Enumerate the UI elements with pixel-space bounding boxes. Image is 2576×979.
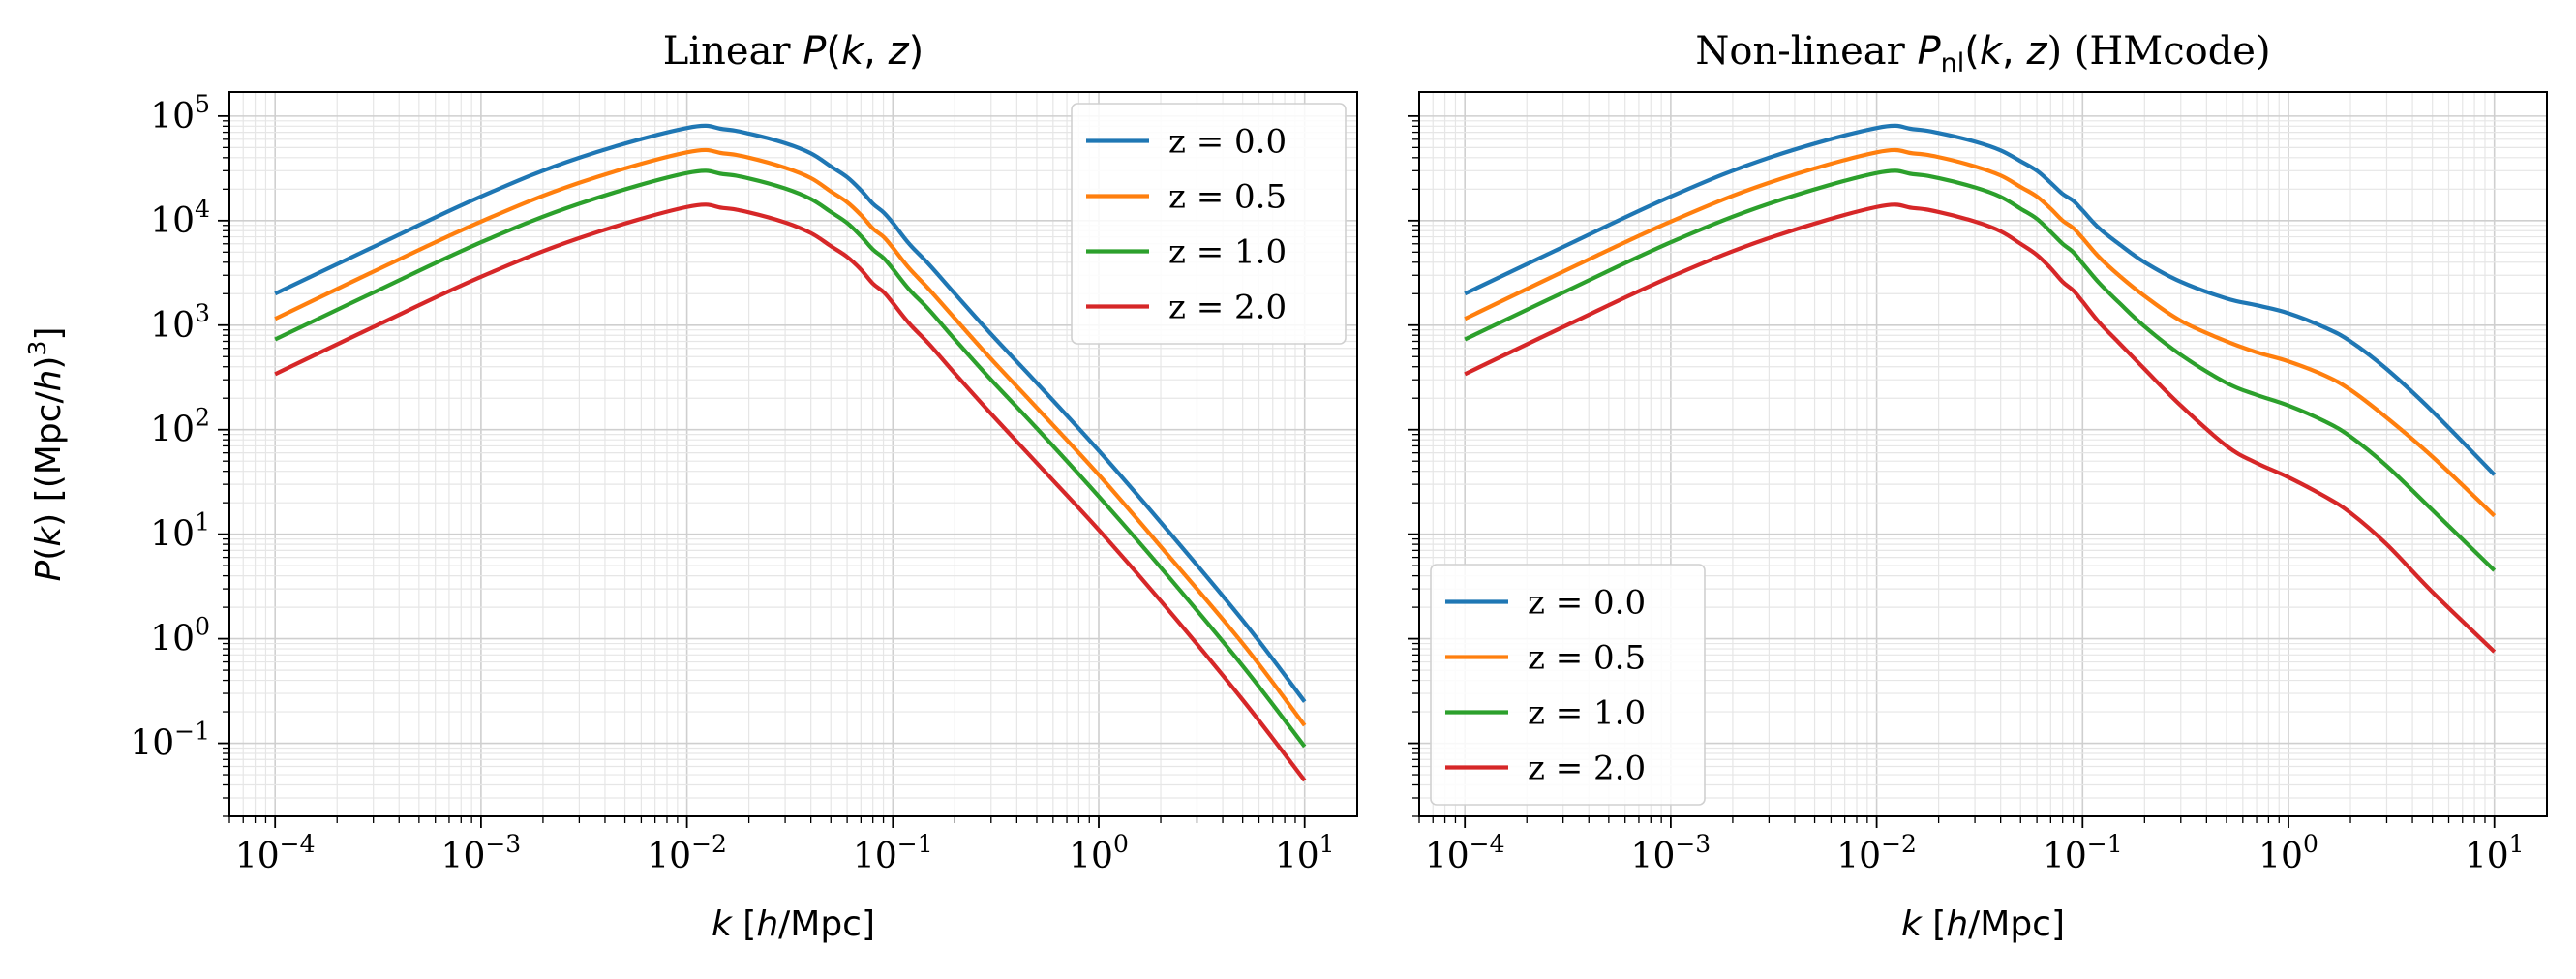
x-tick-label: 10−3 (441, 830, 522, 876)
legend-box (1430, 564, 1706, 806)
y-tick-label: 101 (150, 508, 210, 555)
y-tick-label: 10−1 (130, 718, 210, 764)
legend-item: z = 0.0 (1445, 584, 1646, 623)
legend-label: z = 0.5 (1168, 178, 1287, 217)
y-tick-label: 105 (150, 90, 210, 137)
x-tick-label: 10−4 (235, 830, 316, 876)
chart-title: Non-linear Pnl(k, z) (HMcode) (1695, 29, 2270, 78)
x-axis-label: k [h/Mpc] (712, 904, 875, 944)
legend-item: z = 2.0 (1445, 750, 1646, 788)
series-line-1 (1464, 147, 2497, 518)
x-tick-label: 100 (1069, 830, 1129, 876)
axes-frame (228, 91, 1358, 817)
legend-item: z = 0.5 (1086, 178, 1287, 217)
series-line-3 (274, 202, 1307, 782)
y-axis-label: P(k) [(Mpc/h)3] (23, 327, 69, 582)
x-tick-label: 10−2 (647, 830, 727, 876)
x-tick-label: 10−3 (1631, 830, 1712, 876)
legend-box (1071, 103, 1347, 345)
legend: z = 0.0 z = 0.5 z = 1.0 z = 2.0 (1071, 103, 1347, 345)
x-axis: 10−4 10−3 10−2 10−1 100 101 (1418, 816, 2525, 876)
x-tick-label: 10−1 (853, 830, 933, 876)
legend-item: z = 1.0 (1086, 233, 1287, 272)
x-tick-label: 101 (2465, 830, 2525, 876)
linear-power-spectrum-panel: 10−4 10−3 10−2 10−1 100 10110−110010110210310… (23, 29, 1358, 944)
y-tick-label: 104 (150, 195, 210, 241)
series-line-2 (1464, 168, 2497, 572)
series-lines (274, 123, 1307, 782)
legend-label: z = 0.0 (1168, 123, 1287, 162)
legend-label: z = 2.0 (1528, 750, 1646, 788)
x-tick-label: 10−4 (1425, 830, 1505, 876)
series-line-0 (274, 123, 1307, 703)
legend-item: z = 1.0 (1445, 694, 1646, 733)
y-tick-label: 102 (150, 404, 210, 450)
legend-label: z = 0.0 (1528, 584, 1646, 623)
legend: z = 0.0 z = 0.5 z = 1.0 z = 2.0 (1430, 564, 1706, 806)
y-tick-label: 100 (150, 613, 210, 659)
series-line-2 (274, 168, 1307, 749)
y-axis: 10−1 100 101 102 103 104 105 (130, 90, 229, 817)
chart-title: Linear P(k, z) (663, 29, 924, 74)
legend-item: z = 2.0 (1086, 289, 1287, 327)
legend-label: z = 1.0 (1168, 233, 1287, 272)
legend-label: z = 0.5 (1528, 639, 1646, 678)
nonlinear-power-spectrum-panel: 10−4 10−3 10−2 10−1 100 101 Non-linear Pnl(k, … (1408, 29, 2548, 944)
series-lines (1464, 123, 2497, 654)
axes-frame (1418, 91, 2548, 817)
legend-label: z = 1.0 (1528, 694, 1646, 733)
series-line-1 (274, 147, 1307, 727)
series-line-0 (1464, 123, 2497, 476)
x-axis: 10−4 10−3 10−2 10−1 100 101 (228, 816, 1335, 876)
x-tick-label: 10−1 (2043, 830, 2123, 876)
legend-item: z = 0.5 (1445, 639, 1646, 678)
x-tick-label: 100 (2258, 830, 2318, 876)
series-line-3 (1464, 202, 2497, 654)
x-tick-label: 101 (1275, 830, 1335, 876)
y-tick-label: 103 (150, 299, 210, 346)
legend-item: z = 0.0 (1086, 123, 1287, 162)
x-axis-label: k [h/Mpc] (1901, 904, 2065, 944)
legend-label: z = 2.0 (1168, 289, 1287, 327)
x-tick-label: 10−2 (1836, 830, 1917, 876)
y-axis (1408, 114, 1419, 817)
